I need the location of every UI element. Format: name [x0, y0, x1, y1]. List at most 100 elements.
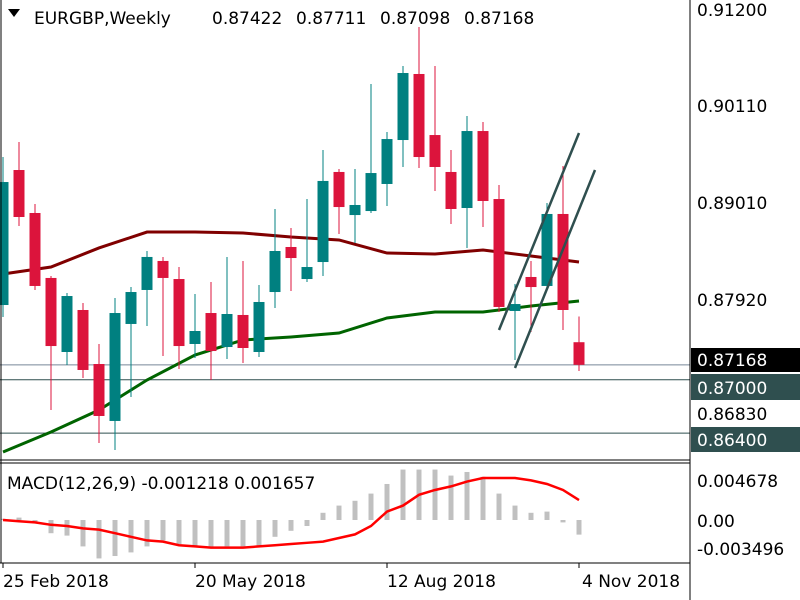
candle-body	[45, 277, 57, 347]
time-label: 12 Aug 2018	[387, 572, 496, 592]
macd-histogram-bar	[352, 500, 358, 520]
price-tick: 0.90110	[697, 97, 767, 117]
bid-price-tag	[691, 348, 800, 372]
bearish-candle	[45, 276, 57, 411]
bullish-candle	[109, 297, 121, 450]
candle-body	[77, 309, 89, 370]
price-tick: 0.87920	[697, 291, 767, 311]
macd-histogram-bar	[448, 475, 454, 520]
macd-histogram-bar	[368, 493, 374, 520]
macd-histogram-bar	[400, 469, 406, 520]
price-tick: 0.91200	[697, 1, 767, 21]
axes	[0, 0, 691, 600]
macd-histogram-bar	[432, 469, 438, 520]
candle-body	[109, 313, 121, 421]
bullish-candle	[253, 284, 265, 357]
candle-body	[269, 250, 281, 293]
time-label: 4 Nov 2018	[582, 572, 680, 592]
macd-histogram-bar	[336, 505, 342, 520]
bullish-candle	[125, 287, 137, 398]
macd-histogram-bar	[176, 520, 182, 545]
macd-axis-ticks: 0.004678 0.00 -0.003496	[697, 472, 784, 560]
symbol-timeframe: EURGBP,Weekly	[34, 9, 171, 29]
macd-histogram-bar	[96, 520, 102, 559]
macd-histogram-bar	[272, 520, 278, 537]
trend-line	[513, 169, 597, 369]
macd-histogram-bar	[304, 520, 310, 527]
bullish-candle	[541, 203, 553, 290]
candle-body	[461, 131, 473, 209]
macd-histogram-bar	[560, 520, 566, 523]
triangle-down-icon[interactable]	[8, 9, 20, 17]
macd-histogram-bar	[384, 483, 390, 520]
bid-price-label: 0.87168	[697, 351, 767, 371]
candle-body	[557, 213, 569, 310]
candle-body	[205, 313, 217, 352]
bearish-candle	[93, 343, 105, 444]
macd-panel[interactable]	[0, 469, 582, 559]
macd-histogram-bar	[192, 520, 198, 547]
level-price-label: 0.86400	[697, 431, 767, 451]
bearish-candle	[429, 65, 441, 192]
macd-signal-line	[2, 476, 580, 549]
candle-body	[301, 267, 313, 280]
macd-tick: -0.003496	[697, 540, 784, 560]
bearish-candle	[573, 316, 585, 372]
bullish-candle	[509, 284, 521, 361]
price-panel[interactable]	[0, 27, 690, 454]
bullish-candle	[221, 256, 233, 360]
bearish-candle	[13, 141, 25, 226]
macd-tick: 0.004678	[697, 472, 778, 492]
candle-body	[429, 135, 441, 167]
level-price-tag	[691, 427, 800, 452]
macd-histogram-bar	[528, 512, 534, 520]
bearish-candle	[493, 184, 505, 313]
bearish-candle	[285, 228, 297, 292]
bullish-candle	[365, 83, 377, 213]
level-price-tag	[691, 374, 800, 400]
bullish-candle	[397, 65, 409, 167]
bullish-candle	[189, 293, 201, 358]
candle-body	[189, 330, 201, 344]
candle-body	[349, 204, 361, 216]
macd-title: MACD(12,26,9) -0.001218 0.001657	[7, 474, 315, 494]
candle-body	[477, 131, 489, 201]
bullish-candle	[301, 199, 313, 282]
bullish-candle	[0, 157, 9, 318]
macd-histogram-bar	[0, 518, 6, 520]
ohlc-close: 0.87168	[464, 9, 534, 29]
bearish-candle	[413, 27, 425, 168]
bearish-candle	[237, 260, 249, 364]
candle-body	[221, 314, 233, 348]
bearish-candle	[445, 149, 457, 225]
bearish-candle	[477, 121, 489, 227]
chart-header: EURGBP,Weekly 0.87422 0.87711 0.87098 0.…	[8, 9, 534, 29]
bullish-candle	[61, 292, 73, 365]
bullish-candle	[317, 149, 329, 277]
macd-histogram-bar	[576, 520, 582, 535]
candle-body	[397, 73, 409, 141]
macd-histogram-bar	[256, 520, 262, 547]
price-tick: 0.86830	[697, 405, 767, 425]
candle-body	[445, 171, 457, 209]
macd-histogram-bar	[544, 511, 550, 520]
bullish-candle	[141, 250, 153, 327]
macd-histogram-bar	[64, 520, 70, 536]
candle-body	[413, 73, 425, 158]
bearish-candle	[77, 302, 89, 378]
candle-body	[541, 213, 553, 286]
macd-histogram-bar	[224, 520, 230, 547]
candle-body	[13, 170, 25, 217]
bearish-candle	[333, 169, 345, 234]
candle-body	[509, 304, 521, 311]
macd-histogram-bar	[48, 520, 54, 534]
macd-histogram-bar	[288, 520, 294, 531]
level-price-label: 0.87000	[697, 379, 767, 399]
time-axis: 25 Feb 2018 20 May 2018 12 Aug 2018 4 No…	[2, 563, 680, 592]
trend-line	[497, 132, 581, 331]
candle-body	[0, 182, 9, 306]
bearish-candle	[29, 204, 41, 290]
macd-histogram-bar	[240, 520, 246, 547]
candle-body	[93, 364, 105, 416]
